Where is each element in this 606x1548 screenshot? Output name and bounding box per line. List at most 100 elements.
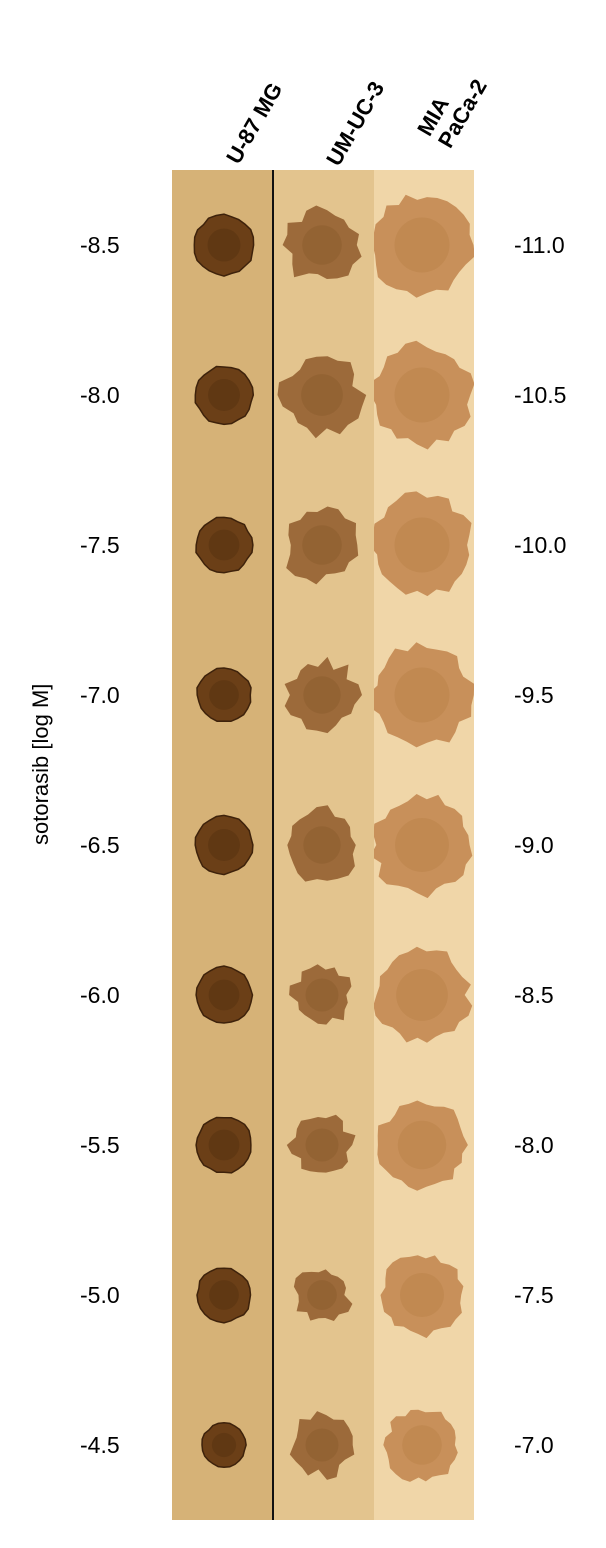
u87-micrograph-cell <box>172 1070 272 1220</box>
micrograph-svg <box>374 1220 474 1370</box>
spheroid-core <box>394 217 450 273</box>
umuc-spheroid <box>287 805 356 882</box>
umuc-micrograph-cell <box>274 920 374 1070</box>
left-row-label: -5.0 <box>80 1282 120 1308</box>
umuc-micrograph-cell <box>274 170 374 320</box>
micrograph-svg <box>274 470 374 620</box>
spheroid-core <box>209 1280 239 1310</box>
left-row-label: -6.0 <box>80 982 120 1008</box>
u87-spheroid <box>196 667 252 723</box>
mia-spheroid <box>374 946 473 1043</box>
spheroid-core <box>400 1273 444 1317</box>
mia-micrograph-cell <box>374 170 474 320</box>
umuc-micrograph-cell <box>274 470 374 620</box>
micrograph-svg <box>274 320 374 470</box>
micrograph-svg <box>374 920 474 1070</box>
micrograph-svg <box>274 1220 374 1370</box>
left-row-label: -6.5 <box>80 832 120 858</box>
spheroid-core <box>397 1120 447 1170</box>
spheroid-core <box>395 818 449 872</box>
spheroid-core <box>303 676 341 714</box>
micrograph-svg <box>172 620 272 770</box>
spheroid-core <box>402 1425 442 1465</box>
umuc-spheroid <box>286 1114 356 1173</box>
micrograph-svg <box>374 770 474 920</box>
right-row-label: -7.5 <box>514 1282 554 1308</box>
micrograph-svg <box>172 170 272 320</box>
micrograph-svg <box>172 1070 272 1220</box>
mia-micrograph-cell <box>374 470 474 620</box>
spheroid-core <box>303 826 341 864</box>
u87-spheroid <box>195 965 254 1024</box>
umuc-spheroid <box>284 656 362 734</box>
u87-micrograph-cell <box>172 1370 272 1520</box>
umuc-spheroid <box>289 1411 355 1480</box>
right-row-label: -11.0 <box>514 232 565 258</box>
micrograph-svg <box>374 470 474 620</box>
umuc-spheroid <box>286 506 359 585</box>
left-row-label: -7.5 <box>80 532 120 558</box>
micrograph-svg <box>274 170 374 320</box>
spheroid-core <box>211 1432 237 1458</box>
u87-micrograph-cell <box>172 920 272 1070</box>
u87-micrograph-cell <box>172 770 272 920</box>
mia-spheroid <box>374 340 474 450</box>
left-row-label: -5.5 <box>80 1132 120 1158</box>
umuc-spheroid <box>277 356 367 439</box>
mia-spheroid <box>374 642 474 748</box>
micrograph-grid <box>172 170 474 1520</box>
spheroid-core <box>394 367 450 423</box>
spheroid-core <box>208 829 240 861</box>
spheroid-core <box>394 517 450 573</box>
umuc-micrograph-cell <box>274 620 374 770</box>
micrograph-svg <box>274 1070 374 1220</box>
umuc-spheroid <box>282 205 362 279</box>
micrograph-svg <box>172 920 272 1070</box>
mia-micrograph-cell <box>374 1220 474 1370</box>
u87-spheroid <box>194 365 255 426</box>
micrograph-svg <box>274 770 374 920</box>
mia-spheroid <box>374 194 474 298</box>
column-divider <box>272 170 274 1520</box>
micrograph-svg <box>274 1370 374 1520</box>
micrograph-svg <box>172 470 272 620</box>
micrograph-svg <box>172 770 272 920</box>
micrograph-svg <box>172 1220 272 1370</box>
column-header-umuc-text: UM-UC-3 <box>321 77 390 170</box>
y-axis-title: sotorasib [log M] <box>28 683 53 845</box>
u87-spheroid <box>196 1267 252 1324</box>
column-header-umuc: UM-UC-3 <box>321 77 390 170</box>
right-row-label: -10.5 <box>514 382 567 408</box>
micrograph-svg <box>374 170 474 320</box>
spheroid-core <box>396 969 448 1021</box>
left-row-label: -8.0 <box>80 382 120 408</box>
u87-micrograph-cell <box>172 470 272 620</box>
mia-micrograph-cell <box>374 1370 474 1520</box>
spheroid-core <box>305 978 339 1012</box>
u87-spheroid <box>194 814 254 876</box>
mia-micrograph-cell <box>374 620 474 770</box>
micrograph-svg <box>374 1370 474 1520</box>
u87-micrograph-cell <box>172 170 272 320</box>
u87-spheroid <box>193 213 255 277</box>
spheroid-core <box>394 667 450 723</box>
u87-micrograph-cell <box>172 1220 272 1370</box>
u87-micrograph-cell <box>172 320 272 470</box>
mia-micrograph-cell <box>374 920 474 1070</box>
right-row-label: -9.5 <box>514 682 554 708</box>
umuc-spheroid <box>289 964 352 1025</box>
micrograph-svg <box>172 1370 272 1520</box>
spheroid-core <box>301 374 343 416</box>
umuc-spheroid <box>293 1269 353 1321</box>
u87-spheroid <box>195 1116 252 1174</box>
spheroid-core <box>209 680 239 710</box>
spheroid-core <box>208 379 240 411</box>
u87-spheroid <box>201 1422 247 1468</box>
micrograph-svg <box>374 320 474 470</box>
micrograph-svg <box>374 620 474 770</box>
left-row-label: -4.5 <box>80 1432 120 1458</box>
mia-spheroid <box>380 1255 464 1339</box>
micrograph-svg <box>274 920 374 1070</box>
mia-micrograph-cell <box>374 320 474 470</box>
column-header-u87: U-87 MG <box>221 78 287 168</box>
